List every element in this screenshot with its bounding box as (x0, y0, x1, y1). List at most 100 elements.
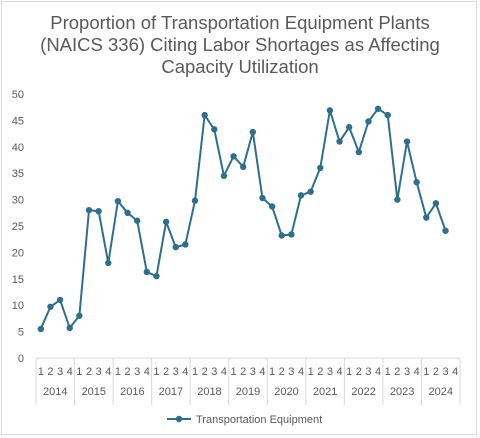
x-tick-year: 2019 (236, 386, 260, 398)
x-tick-quarter: 3 (57, 366, 63, 378)
x-tick-quarter: 4 (182, 366, 188, 378)
x-tick-quarter: 2 (124, 366, 130, 378)
x-tick-year: 2017 (159, 386, 183, 398)
data-point (153, 272, 160, 280)
series-layer (37, 105, 449, 333)
data-point (37, 325, 45, 333)
y-tick-label: 15 (12, 274, 24, 286)
data-point (124, 209, 131, 216)
x-tick-quarter: 3 (134, 366, 140, 378)
legend-marker (175, 415, 183, 423)
x-tick-year: 2020 (274, 386, 298, 398)
x-tick-quarter: 4 (144, 366, 150, 378)
legend: Transportation Equipment (167, 414, 322, 426)
x-tick-quarter: 2 (279, 366, 285, 378)
x-tick-quarter: 4 (452, 366, 458, 378)
x-tick-quarter: 2 (202, 366, 208, 378)
data-point (114, 197, 122, 205)
x-tick-quarter: 4 (105, 366, 111, 378)
data-point (201, 111, 208, 119)
y-tick-label: 5 (18, 327, 24, 339)
data-point (365, 118, 372, 125)
x-tick-quarter: 2 (433, 366, 439, 378)
data-point (403, 138, 411, 145)
y-tick-label: 10 (12, 300, 24, 312)
x-tick-quarter: 4 (221, 366, 227, 378)
x-tick-quarter: 4 (259, 366, 265, 378)
x-tick-quarter: 3 (327, 366, 333, 378)
data-point (423, 214, 430, 221)
x-tick-quarter: 1 (308, 366, 314, 378)
data-point (336, 138, 343, 145)
data-point (172, 243, 179, 251)
data-point (220, 172, 228, 180)
data-point (288, 231, 295, 238)
x-tick-year: 2015 (82, 386, 106, 398)
x-tick-quarter: 3 (173, 366, 179, 378)
x-tick-year: 2024 (428, 386, 452, 398)
y-axis: 0 5 10 15 20 25 30 35 40 45 50 (12, 89, 24, 365)
y-tick-label: 35 (12, 168, 24, 180)
data-point (47, 303, 54, 310)
data-point (249, 128, 257, 136)
chart-title-line-3: Capacity Utilization (161, 56, 319, 77)
x-tick-quarter: 1 (230, 366, 236, 378)
data-point (345, 124, 353, 131)
x-tick-quarter: 3 (365, 366, 371, 378)
chart-title-line-2: (NAICS 336) Citing Labor Shortages as Af… (40, 34, 440, 55)
x-tick-quarter: 4 (336, 366, 342, 378)
x-tick-year: 2018 (197, 386, 221, 398)
x-tick-quarter: 4 (298, 366, 304, 378)
data-point (211, 126, 218, 133)
x-tick-year: 2021 (313, 386, 337, 398)
y-tick-label: 25 (12, 221, 24, 233)
data-point (394, 196, 401, 203)
x-tick-quarter: 2 (317, 366, 323, 378)
x-tick-quarter: 3 (96, 366, 102, 378)
data-point (191, 197, 199, 204)
data-point (259, 194, 266, 202)
x-tick-quarter: 4 (414, 366, 420, 378)
data-point (384, 111, 391, 119)
x-tick-quarter: 1 (269, 366, 275, 378)
data-point (326, 107, 334, 114)
data-point (66, 324, 73, 332)
x-tick-quarter: 1 (346, 366, 352, 378)
data-point (105, 259, 112, 267)
data-point (230, 153, 237, 160)
data-point (442, 227, 449, 234)
x-tick-quarter: 2 (86, 366, 92, 378)
data-point (278, 232, 285, 239)
data-point (133, 217, 141, 224)
x-tick-quarter: 1 (115, 366, 121, 378)
data-point (162, 218, 170, 225)
x-tick-quarter: 2 (47, 366, 53, 378)
data-point (182, 241, 189, 248)
x-tick-quarter: 3 (404, 366, 410, 378)
x-tick-quarter: 2 (240, 366, 246, 378)
data-point (85, 206, 93, 214)
x-tick-quarter: 1 (153, 366, 159, 378)
data-point (297, 192, 305, 199)
x-tick-quarter: 1 (385, 366, 391, 378)
x-tick-year: 2014 (43, 386, 67, 398)
x-tick-quarter: 2 (163, 366, 169, 378)
x-tick-quarter: 3 (288, 366, 294, 378)
x-tick-quarter: 2 (356, 366, 362, 378)
y-tick-label: 20 (12, 247, 24, 259)
data-point (355, 148, 363, 156)
x-tick-quarter: 3 (250, 366, 256, 378)
data-point (268, 203, 276, 210)
x-tick-quarter: 4 (375, 366, 381, 378)
x-tick-year: 2016 (120, 386, 144, 398)
x-tick-quarter: 1 (192, 366, 198, 378)
y-tick-label: 0 (18, 353, 24, 365)
data-point (95, 208, 102, 215)
data-point (413, 178, 420, 186)
x-tick-quarter: 3 (442, 366, 448, 378)
data-point (56, 296, 64, 304)
x-tick-year: 2022 (351, 386, 375, 398)
data-point (239, 163, 247, 171)
